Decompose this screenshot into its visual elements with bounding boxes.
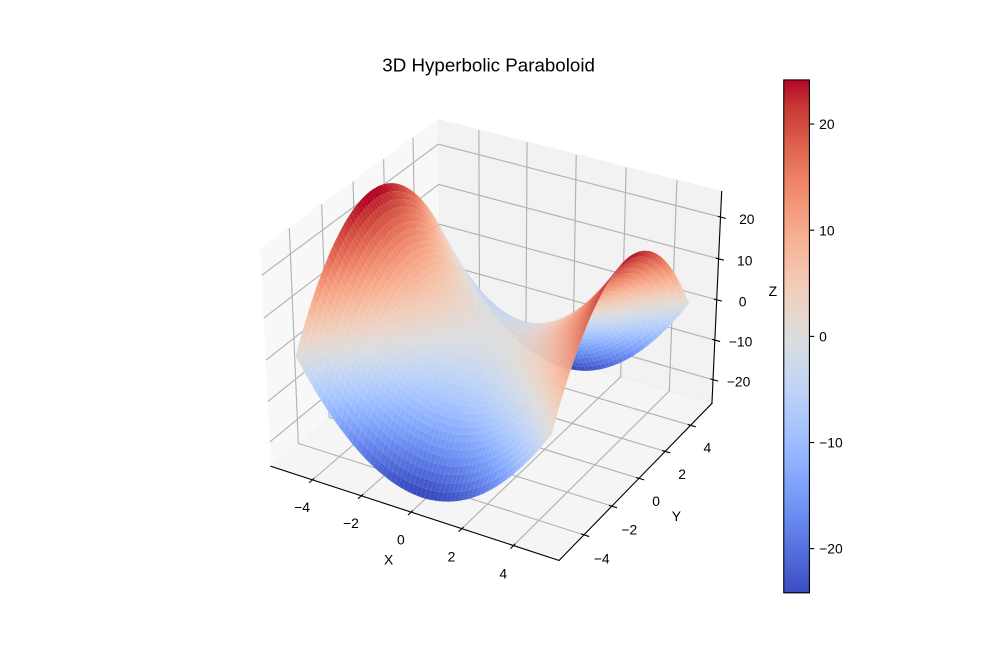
svg-text:−20: −20 (727, 373, 751, 389)
svg-text:3D Hyperbolic Paraboloid: 3D Hyperbolic Paraboloid (382, 55, 595, 76)
svg-text:0: 0 (739, 293, 747, 309)
svg-text:−4: −4 (294, 499, 310, 515)
svg-text:4: 4 (499, 565, 507, 581)
svg-text:−20: −20 (819, 541, 843, 557)
svg-text:4: 4 (704, 440, 712, 456)
svg-text:−10: −10 (819, 435, 843, 451)
svg-text:20: 20 (739, 211, 755, 227)
svg-text:0: 0 (652, 493, 660, 509)
svg-text:0: 0 (397, 532, 405, 548)
svg-text:Y: Y (672, 508, 681, 524)
svg-text:−2: −2 (343, 515, 359, 531)
svg-text:X: X (384, 552, 393, 568)
svg-text:10: 10 (737, 252, 753, 268)
svg-text:0: 0 (819, 328, 827, 344)
svg-text:10: 10 (819, 222, 835, 238)
svg-text:−10: −10 (729, 334, 753, 350)
svg-text:2: 2 (448, 548, 456, 564)
svg-text:2: 2 (678, 466, 686, 482)
svg-text:−4: −4 (594, 550, 610, 566)
svg-text:Z: Z (769, 283, 778, 299)
svg-text:−2: −2 (621, 521, 637, 537)
svg-text:20: 20 (819, 116, 835, 132)
